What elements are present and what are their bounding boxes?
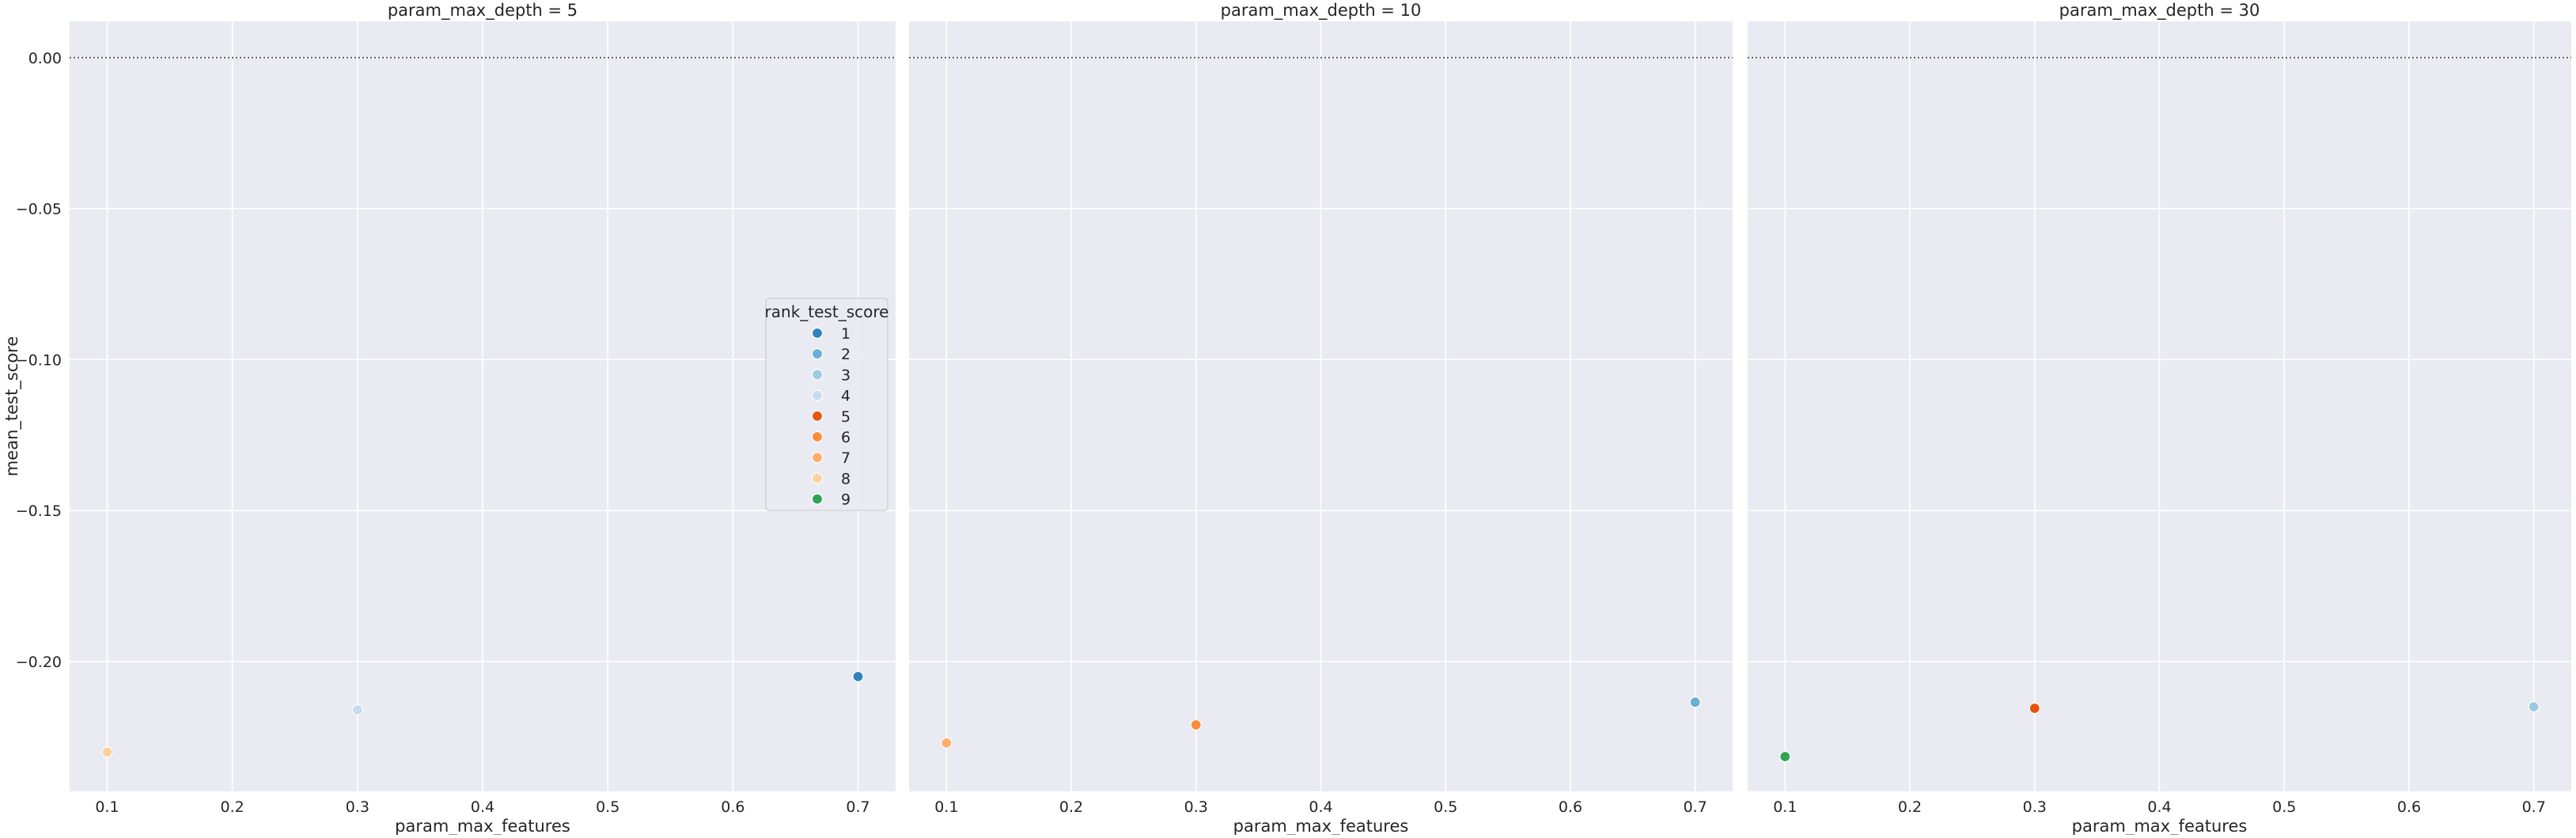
x-tick-label: 0.1 [934, 798, 958, 816]
legend-marker-1 [811, 327, 824, 339]
data-point-rank-4 [351, 703, 363, 716]
x-tick-label: 0.4 [1309, 798, 1332, 816]
legend-marker-5 [811, 410, 824, 422]
x-tick-label: 0.7 [846, 798, 869, 816]
facet-title: param_max_depth = 10 [1221, 1, 1422, 21]
legend-label-3: 3 [841, 366, 850, 384]
x-axis-label: param_max_features [1233, 817, 1409, 835]
x-tick-label: 0.5 [2272, 798, 2296, 816]
legend-marker-6 [811, 430, 824, 443]
x-tick-label: 0.5 [596, 798, 619, 816]
data-point-rank-7 [941, 737, 953, 749]
y-tick-label: 0.00 [28, 50, 62, 67]
x-axis-label: param_max_features [2072, 817, 2248, 835]
legend-title: rank_test_score [765, 302, 889, 321]
y-tick-label: −0.15 [16, 502, 62, 520]
legend-label-8: 8 [841, 470, 850, 487]
legend-label-6: 6 [841, 429, 850, 446]
x-tick-label: 0.2 [1059, 798, 1083, 816]
x-tick-label: 0.3 [2023, 798, 2047, 816]
x-tick-label: 0.2 [1898, 798, 1922, 816]
legend-box [765, 298, 888, 511]
y-tick-label: −0.05 [16, 201, 62, 218]
x-tick-label: 0.2 [221, 798, 244, 816]
facet-title: param_max_depth = 5 [388, 1, 578, 21]
x-tick-label: 0.3 [1184, 798, 1208, 816]
legend-label-4: 4 [841, 388, 850, 405]
x-tick-label: 0.1 [1773, 798, 1797, 816]
legend-marker-3 [811, 369, 824, 381]
x-tick-label: 0.3 [346, 798, 369, 816]
data-point-rank-2 [1689, 696, 1701, 708]
y-axis-label: mean_test_score [2, 336, 22, 476]
x-tick-label: 0.1 [95, 798, 119, 816]
facet-3: param_max_depth = 30 0.1 0.2 0.3 0.4 0.5 0.6 0.… [1748, 1, 2571, 836]
legend-label-9: 9 [841, 491, 850, 509]
legend-label-1: 1 [841, 325, 850, 343]
legend-marker-8 [811, 472, 824, 484]
facet-1: param_max_depth = 5 0.1 0.2 0.3 0.4 0.5 0.6 0.7… [2, 1, 896, 836]
x-axis-label: param_max_features [395, 817, 570, 835]
facet-2: param_max_depth = 10 0.1 0.2 0.3 0.4 0.5 0.6 0.… [909, 1, 1733, 836]
legend-marker-7 [811, 452, 824, 464]
data-point-rank-6 [1190, 719, 1202, 731]
legend-marker-9 [811, 493, 824, 505]
legend: rank_test_score 1 2 3 4 5 6 7 8 9 [765, 298, 889, 511]
data-point-rank-8 [101, 746, 113, 758]
x-tick-label: 0.5 [1434, 798, 1457, 816]
y-tick-label: −0.20 [16, 654, 62, 671]
data-point-rank-5 [2029, 702, 2040, 715]
x-tick-label: 0.7 [2522, 798, 2546, 816]
x-tick-label: 0.6 [2397, 798, 2421, 816]
x-tick-label: 0.4 [471, 798, 494, 816]
data-point-rank-3 [2528, 701, 2540, 713]
legend-marker-2 [811, 348, 824, 360]
y-tick-label: −0.10 [16, 351, 62, 369]
data-point-rank-9 [1779, 751, 1791, 763]
x-tick-label: 0.6 [721, 798, 744, 816]
facet-title: param_max_depth = 30 [2059, 1, 2260, 21]
x-tick-label: 0.4 [2147, 798, 2171, 816]
legend-label-5: 5 [841, 408, 850, 426]
legend-marker-4 [811, 389, 824, 401]
legend-label-2: 2 [841, 346, 850, 363]
data-point-rank-1 [852, 670, 864, 683]
x-tick-label: 0.6 [1559, 798, 1582, 816]
legend-label-7: 7 [841, 449, 850, 467]
x-tick-label: 0.7 [1684, 798, 1707, 816]
